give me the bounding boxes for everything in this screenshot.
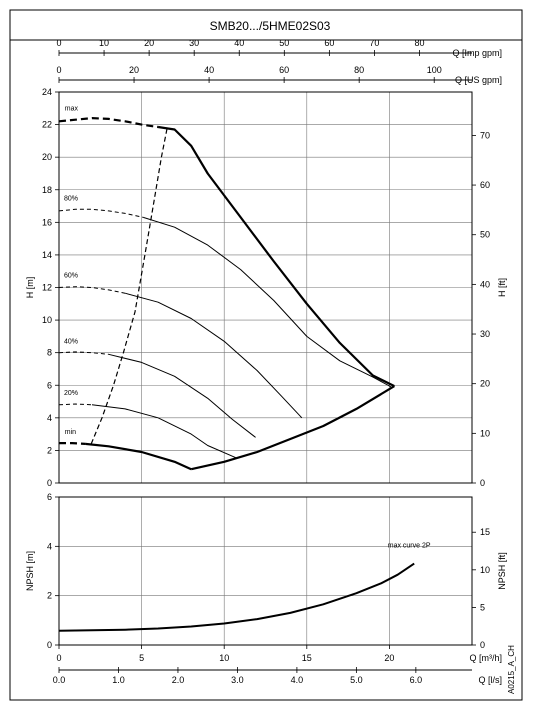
top-axis-0-tick-label-30: 30	[189, 38, 199, 48]
head-ytick-label-6: 6	[47, 380, 52, 390]
npsh-ytick-label-0: 0	[47, 640, 52, 650]
npsh-curve-label: max curve 2P	[388, 543, 431, 550]
secondary-xtick-label-0-0: 0.0	[53, 675, 66, 685]
secondary-xtick-label-4-0: 4.0	[291, 675, 304, 685]
top-axis-1-tick-label-100: 100	[427, 65, 442, 75]
npsh-xlabel: Q [m³/h]	[469, 653, 502, 663]
top-axis-0-tick-label-10: 10	[99, 38, 109, 48]
series-20-dashed	[58, 403, 93, 406]
curve-label-min: min	[65, 429, 76, 436]
top-axis-1-tick-label-60: 60	[279, 65, 289, 75]
head-ytick-label-16: 16	[42, 217, 52, 227]
top-axis-0-tick-label-50: 50	[279, 38, 289, 48]
series-max-curve-2p	[58, 562, 415, 632]
series-min-dashed	[59, 442, 86, 445]
head-ytick-label-20: 20	[42, 152, 52, 162]
curve-label-60: 60%	[64, 273, 78, 280]
head-ylabel: H [m]	[25, 277, 35, 299]
top-axis-0-tick-label-70: 70	[369, 38, 379, 48]
head-ytick-label-4: 4	[47, 413, 52, 423]
npsh-ytick-right-label-5: 5	[480, 602, 485, 612]
npsh-ytick-label-2: 2	[47, 591, 52, 601]
series-40	[108, 353, 256, 438]
npsh-plot-frame	[58, 496, 473, 646]
top-axis-0-tick-label-60: 60	[324, 38, 334, 48]
top-axis-1-tick-label-20: 20	[129, 65, 139, 75]
top-axis-0-tick-label-40: 40	[234, 38, 244, 48]
series-20	[91, 404, 236, 459]
head-ytick-right-label-70: 70	[480, 130, 490, 140]
npsh-chart: 0 2 4 6 NPSH [m] 0 5 10 15 NPSH [ft] 0 5 10 15 20 Q [m³…	[25, 492, 507, 685]
head-ytick-label-14: 14	[42, 250, 52, 260]
secondary-xtick-label-5-0: 5.0	[350, 675, 363, 685]
npsh-ylabel: NPSH [m]	[25, 551, 35, 591]
head-ytick-label-22: 22	[42, 120, 52, 130]
npsh-ytick-right-label-15: 15	[480, 527, 490, 537]
head-ytick-right-label-50: 50	[480, 230, 490, 240]
drawing-code: A0215_A_CH	[507, 645, 516, 694]
series-80	[143, 216, 392, 388]
series-60	[124, 292, 303, 419]
head-ytick-right-label-60: 60	[480, 180, 490, 190]
head-ytick-label-8: 8	[47, 348, 52, 358]
curve-label-max: max	[65, 106, 79, 113]
head-ytick-label-10: 10	[42, 315, 52, 325]
outer-frame	[9, 9, 523, 701]
npsh-xtick-label-5: 5	[139, 653, 144, 663]
top-axis-label-0: Q [Imp gpm]	[452, 48, 502, 58]
top-axis-0-tick-label-80: 80	[414, 38, 424, 48]
top-axis-1-tick-label-80: 80	[354, 65, 364, 75]
secondary-xtick-label-1-0: 1.0	[112, 675, 125, 685]
npsh-xtick-label-15: 15	[302, 653, 312, 663]
secondary-xtick-label-3-0: 3.0	[231, 675, 244, 685]
top-axis-1-tick-label-0: 0	[56, 65, 61, 75]
head-ytick-right-label-40: 40	[480, 279, 490, 289]
series-lower-limit	[190, 385, 395, 471]
secondary-xtick-label-6-0: 6.0	[410, 675, 423, 685]
npsh-ytick-label-4: 4	[47, 541, 52, 551]
npsh-ytick-right-label-0: 0	[480, 640, 485, 650]
npsh-ylabel-right: NPSH [ft]	[497, 552, 507, 590]
head-ytick-label-0: 0	[47, 478, 52, 488]
top-axis-0-tick-label-20: 20	[144, 38, 154, 48]
series-min	[85, 442, 192, 471]
top-axis-0-tick-label-0: 0	[56, 38, 61, 48]
npsh-xtick-label-0: 0	[56, 653, 61, 663]
series-efficiency-limit	[90, 127, 168, 445]
top-axis-1-tick-label-40: 40	[204, 65, 214, 75]
head-ytick-right-label-0: 0	[480, 478, 485, 488]
head-ytick-label-18: 18	[42, 185, 52, 195]
head-ytick-right-label-30: 30	[480, 329, 490, 339]
npsh-xtick-label-20: 20	[384, 653, 394, 663]
top-axis-label-1: Q [US gpm]	[455, 75, 502, 85]
npsh-ytick-right-label-10: 10	[480, 565, 490, 575]
secondary-xlabel: Q [l/s]	[478, 675, 502, 685]
series-max-dashed	[58, 116, 159, 129]
chart-title: SMB20.../5HME02S03	[210, 19, 331, 33]
head-ytick-label-24: 24	[42, 87, 52, 97]
secondary-xtick-label-2-0: 2.0	[172, 675, 185, 685]
curve-label-40: 40%	[64, 339, 78, 346]
head-ytick-right-label-10: 10	[480, 428, 490, 438]
head-ylabel-right: H [ft]	[497, 278, 507, 297]
head-ytick-label-2: 2	[47, 445, 52, 455]
npsh-ytick-label-6: 6	[47, 492, 52, 502]
series-40-dashed	[58, 351, 109, 355]
head-ytick-right-label-20: 20	[480, 379, 490, 389]
head-ytick-label-12: 12	[42, 283, 52, 293]
npsh-xtick-label-10: 10	[219, 653, 229, 663]
series-max	[157, 125, 395, 388]
curve-label-20: 20%	[64, 390, 78, 397]
curve-label-80: 80%	[64, 195, 78, 202]
